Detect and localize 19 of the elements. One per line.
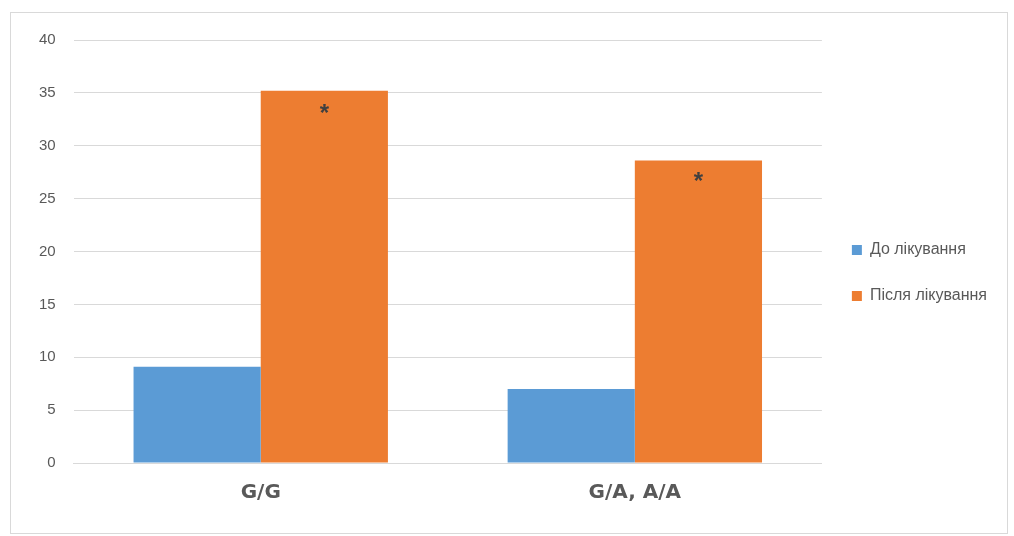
y-tick-label: 35	[39, 83, 56, 101]
y-tick-label: 25	[39, 188, 56, 206]
y-tick-label: 40	[39, 30, 56, 48]
annotation: *	[693, 167, 704, 195]
y-tick-label: 5	[47, 400, 56, 418]
bar	[634, 160, 763, 463]
legend-label: До лікування	[869, 240, 966, 258]
x-tick-label: G/A, A/A	[588, 479, 682, 504]
bar	[507, 388, 635, 463]
y-tick-label: 15	[39, 294, 56, 312]
bar	[260, 90, 388, 463]
y-tick-label: 20	[39, 241, 56, 259]
y-tick-label: 0	[47, 453, 56, 471]
y-tick-label: 30	[39, 135, 56, 153]
legend-label: Після лікування	[869, 286, 987, 304]
bar	[133, 366, 261, 463]
y-tick-label: 10	[39, 347, 56, 365]
annotation: *	[319, 98, 330, 126]
x-tick-label: G/G	[240, 479, 281, 504]
